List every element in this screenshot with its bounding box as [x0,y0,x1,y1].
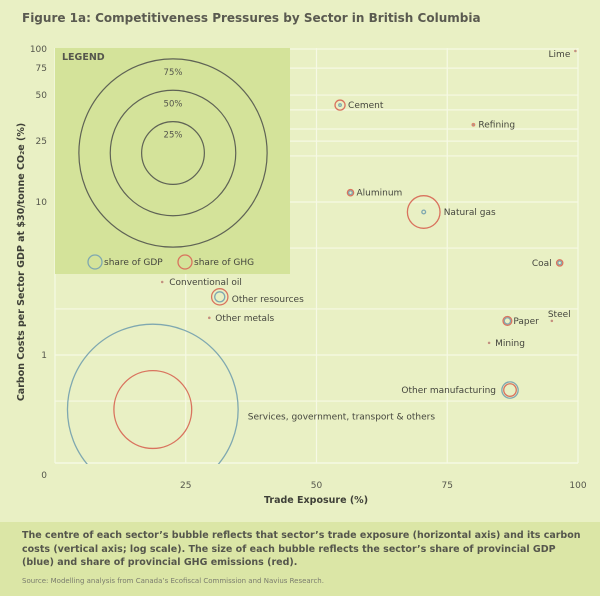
point-label: Other metals [215,314,274,324]
bubble-gdp [488,342,490,344]
figure-title: Figure 1a: Competitiveness Pressures by … [22,11,481,25]
plot-bottom-mask [0,464,600,522]
bubble-gdp [208,317,210,319]
bubble-ghg [503,383,517,397]
legend-gdp-swatch [87,254,103,270]
legend-size-ring [78,58,268,248]
y-tick-label: 25 [36,137,47,147]
legend-background [55,48,290,274]
point-label: Services, government, transport & others [248,413,436,423]
bubble-ghg [346,188,355,197]
point-label: Natural gas [444,208,496,218]
caption-text: The centre of each sector’s bubble refle… [22,530,581,568]
bubble-gdp [347,190,354,196]
legend-size-ring [109,89,237,217]
point-label: Other resources [232,295,304,305]
x-tick-label: 25 [180,481,191,491]
legend-entry-label: share of GDP [104,258,163,268]
y-tick-label: 100 [30,45,47,55]
bubble-ghg [502,315,513,326]
legend-size-ring [141,121,205,185]
bubble-gdp [501,381,519,399]
point-label: Steel [548,310,571,320]
bubble-gdp [421,209,427,215]
bubble-ghg [334,99,346,111]
x-tick-label: 100 [569,481,586,491]
point-label: Other manufacturing [401,386,496,396]
point-label: Aluminum [356,189,402,199]
y-tick-label: 10 [36,198,48,208]
legend: LEGEND 75% 50% 25% share of GDP share of GHG [55,48,290,274]
point-label: Conventional oil [169,278,242,288]
point-label: Paper [513,317,539,327]
y-tick-label: 75 [36,64,47,74]
x-tick-label: 75 [442,481,453,491]
point-label: Coal [532,259,552,269]
bubble-gdp [472,124,474,126]
bubble-gdp [551,320,553,322]
bubbles [0,49,600,522]
bubble-gdp [574,50,576,52]
x-axis-label: Trade Exposure (%) [264,495,368,506]
y-tick-label: 1 [41,351,47,361]
bubble-gdp [503,317,512,325]
point-label: Refining [478,121,515,131]
caption-box: The centre of each sector’s bubble refle… [0,522,600,596]
legend-ghg-swatch [177,254,193,270]
legend-size-label: 25% [164,131,183,141]
grid-lines [54,48,579,464]
legend-size-label: 75% [164,68,183,78]
bubble-ghg [113,369,193,450]
point-labels: Lime Cement Refining Aluminum Natural gas Coa… [169,50,571,423]
bubble-gdp [557,260,563,266]
y-tick-label: 50 [36,91,48,101]
source-note: Source: Modelling analysis from Canada’s… [22,577,324,585]
point-label: Mining [495,339,525,349]
bubble-ghg [406,195,441,229]
bottom-strip [0,596,600,603]
x-tick-label: 50 [311,481,323,491]
legend-size-label: 50% [164,99,183,109]
y-tick-label: 0 [41,471,47,481]
legend-entry-label: share of GHG [194,258,254,268]
point-label: Cement [348,101,384,111]
bubble-ghg [210,288,229,306]
legend-title: LEGEND [62,52,105,63]
bubble-gdp [214,291,226,303]
y-axis-label: Carbon Costs per Sector GDP at $30/tonne… [16,123,27,401]
point-label: Lime [549,50,571,60]
bubble-ghg [555,259,564,267]
bubble-gdp [161,281,163,283]
bubble-gdp [338,103,342,107]
